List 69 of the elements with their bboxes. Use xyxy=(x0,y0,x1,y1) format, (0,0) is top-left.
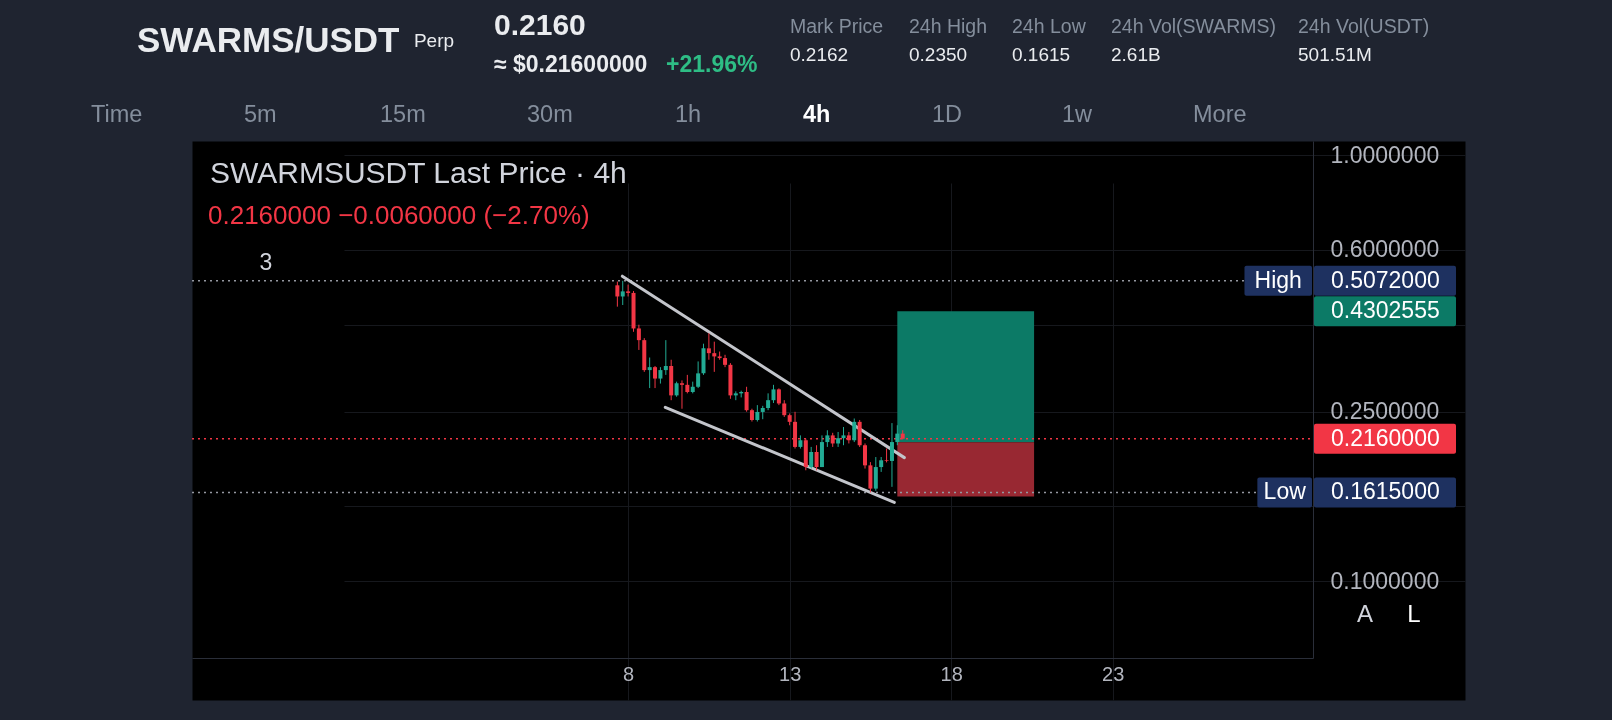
annotation: 3 xyxy=(259,249,273,275)
ref-line-label: 0.2160000 xyxy=(1331,424,1440,451)
candlestick xyxy=(615,281,620,308)
text: SWARMSUSDT Last Price · 4h xyxy=(210,156,627,189)
ref-line-label: Low xyxy=(1263,478,1307,505)
text: Perp xyxy=(413,30,455,51)
text: Time xyxy=(91,101,143,127)
text: 2.61B xyxy=(1111,44,1161,65)
text: 0.1615000 xyxy=(1331,478,1440,505)
candlestick xyxy=(863,442,868,470)
text: 1w xyxy=(1062,101,1094,127)
y-tick-label: 1.0000000 xyxy=(1330,141,1440,168)
text: Mark Price xyxy=(790,15,884,37)
text: 0.1615 xyxy=(1012,44,1071,65)
candlestick xyxy=(744,386,749,413)
text: 30m xyxy=(527,101,573,127)
candlestick xyxy=(679,379,684,410)
x-tick-label: 8 xyxy=(623,662,635,685)
text: 0.2160000 −0.0060000 (−2.70%) xyxy=(208,200,590,230)
text: +21.96% xyxy=(666,51,758,77)
candlestick xyxy=(647,357,652,389)
y-tick-label: 0.6000000 xyxy=(1330,236,1440,263)
candlestick xyxy=(685,374,690,394)
text: SWARMS/USDT xyxy=(137,20,400,59)
text: ≈ $0.21600000 xyxy=(494,51,648,77)
text: A xyxy=(1356,600,1374,627)
text: 501.51M xyxy=(1298,44,1372,65)
x-tick-label: 13 xyxy=(779,662,802,685)
text: 1h xyxy=(675,101,702,127)
candlestick xyxy=(636,324,641,351)
candlestick xyxy=(809,446,814,470)
candlestick xyxy=(889,422,894,488)
text: 15m xyxy=(380,101,426,127)
text: 24h Vol(USDT) xyxy=(1298,15,1430,37)
candlestick xyxy=(814,444,819,471)
candlestick xyxy=(706,332,711,361)
candlestick xyxy=(868,461,873,493)
text: More xyxy=(1193,101,1247,127)
candlestick xyxy=(663,339,668,376)
x-tick-label: 23 xyxy=(1102,662,1125,685)
text: 24h Low xyxy=(1012,15,1087,37)
candlestick xyxy=(895,424,900,446)
y-tick-label: 0.1000000 xyxy=(1330,567,1440,594)
text: 24h Vol(SWARMS) xyxy=(1111,15,1277,37)
candlestick xyxy=(653,365,658,389)
candlestick xyxy=(766,392,771,411)
candlestick xyxy=(626,284,631,297)
text: 0.4302555 xyxy=(1331,297,1440,324)
x-tick-label: 18 xyxy=(940,662,963,685)
text: 24h High xyxy=(909,15,988,37)
candlestick xyxy=(771,384,776,404)
candlestick xyxy=(836,431,841,448)
ref-line-label: High xyxy=(1254,266,1302,293)
candlestick xyxy=(841,426,846,446)
candlestick xyxy=(620,280,625,306)
text: 5m xyxy=(244,101,277,127)
candlestick xyxy=(696,360,701,389)
text: 0.2350 xyxy=(909,44,968,65)
text: 0.5072000 xyxy=(1331,266,1440,293)
text: 0.2162 xyxy=(790,44,849,65)
y-tick-label: 0.2500000 xyxy=(1330,398,1440,425)
text: 0.2160 xyxy=(494,8,586,41)
text: 4h xyxy=(803,101,831,127)
text: L xyxy=(1407,600,1421,627)
candlestick xyxy=(857,419,862,448)
candlestick xyxy=(873,456,878,492)
text: 1D xyxy=(932,101,963,127)
candlestick xyxy=(852,418,857,443)
candlestick xyxy=(712,341,717,373)
